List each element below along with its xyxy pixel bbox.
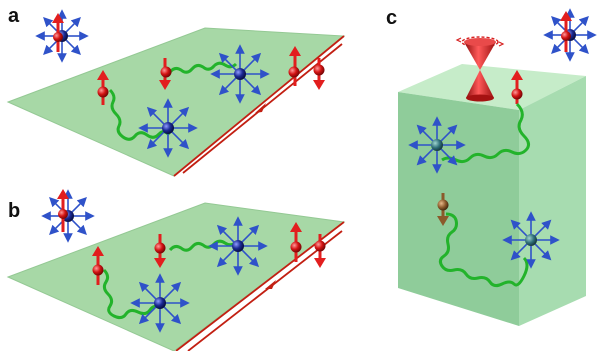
magnetic-impurity-icon	[210, 44, 270, 104]
radial-arrow	[243, 77, 262, 96]
panel-label-a: a	[8, 5, 20, 27]
radial-arrow	[146, 131, 165, 150]
spin-up-arrow-icon	[97, 70, 109, 105]
impurity-atom	[431, 139, 443, 151]
radial-arrow	[510, 243, 528, 261]
radial-arrow	[241, 249, 260, 268]
edge-channel-arrow-icon	[265, 280, 276, 289]
radial-arrow	[171, 131, 190, 150]
panel-label-b: b	[8, 200, 20, 222]
radial-arrow	[43, 17, 59, 33]
edge-line-b-inner	[187, 230, 343, 351]
radial-arrow	[163, 306, 182, 325]
radial-arrow	[440, 124, 458, 142]
spin-down-arrow-icon	[314, 234, 326, 268]
spin-down-arrow-icon	[154, 234, 166, 268]
radial-arrow	[534, 243, 552, 261]
spin-up-arrow-icon	[560, 11, 572, 52]
impurity-atom	[154, 297, 166, 309]
edge-line-a-outer	[173, 35, 345, 177]
radial-arrow	[243, 52, 262, 71]
magnetic-impurity-icon	[130, 273, 190, 333]
spin-up-arrow-icon	[511, 70, 523, 104]
panel-label-c: c	[386, 7, 397, 29]
block-top-face	[398, 64, 586, 110]
radial-arrow	[534, 219, 552, 237]
legend-impurity-c	[543, 8, 597, 62]
dirac-cone-icon	[455, 36, 505, 102]
spin-up-arrow-icon	[290, 222, 302, 262]
radial-arrow	[416, 124, 434, 142]
interaction-wave-b1	[102, 268, 161, 320]
radial-arrow	[216, 224, 235, 243]
interaction-wave-b2	[168, 239, 238, 252]
spin-down-arrow-icon	[159, 58, 172, 90]
impurity-atom	[525, 234, 537, 246]
radial-arrow	[171, 106, 190, 125]
spin-up-arrow-icon	[57, 189, 69, 232]
radial-arrow	[218, 77, 237, 96]
block-front-face	[398, 92, 519, 326]
interaction-wave-c1	[441, 102, 531, 164]
panel-c: c	[386, 7, 586, 326]
radial-arrow	[65, 39, 81, 55]
radial-arrow	[551, 16, 567, 32]
panel-b: b	[6, 200, 346, 351]
radial-arrow	[218, 52, 237, 71]
radial-arrow	[440, 148, 458, 166]
impurity-atom	[234, 68, 246, 80]
magnetic-impurity-icon	[502, 211, 560, 269]
radial-arrow	[573, 16, 589, 32]
spin-up-arrow-icon	[288, 46, 301, 86]
block-side-face	[519, 76, 586, 326]
edge-channel-arrow-icon	[255, 103, 266, 113]
impurity-atom	[162, 122, 174, 134]
radial-arrow	[138, 306, 157, 325]
radial-arrow	[416, 148, 434, 166]
radial-arrow	[43, 39, 59, 55]
spin-up-arrow-icon	[92, 246, 104, 285]
radial-arrow	[138, 281, 157, 300]
radial-arrow	[573, 38, 589, 54]
radial-arrow	[510, 219, 528, 237]
radial-arrow	[216, 249, 235, 268]
radial-arrow	[241, 224, 260, 243]
magnetic-impurity-icon	[208, 216, 268, 276]
radial-arrow	[71, 219, 87, 235]
panel-a: a	[6, 5, 346, 177]
radial-arrow	[65, 17, 81, 33]
interaction-wave-a2	[168, 61, 238, 74]
magnetic-impurity-icon	[41, 189, 95, 243]
spin-up-arrow-icon	[52, 13, 64, 52]
spin-down-arrow-icon	[437, 193, 449, 226]
interaction-wave-c2	[438, 212, 529, 288]
magnetic-impurity-icon	[408, 116, 466, 174]
magnetic-impurity-icon	[138, 98, 198, 158]
radial-arrow	[146, 106, 165, 125]
legend-impurity-a	[35, 9, 89, 63]
legend-impurity-b	[41, 189, 95, 243]
spin-down-arrow-icon	[313, 58, 325, 90]
impurity-atom	[232, 240, 244, 252]
radial-arrow	[71, 197, 87, 213]
radial-arrow	[551, 38, 567, 54]
radial-arrow	[163, 281, 182, 300]
interaction-wave-a1	[108, 88, 171, 141]
